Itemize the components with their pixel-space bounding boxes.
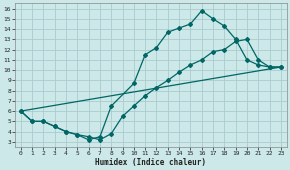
X-axis label: Humidex (Indice chaleur): Humidex (Indice chaleur) (95, 158, 206, 167)
